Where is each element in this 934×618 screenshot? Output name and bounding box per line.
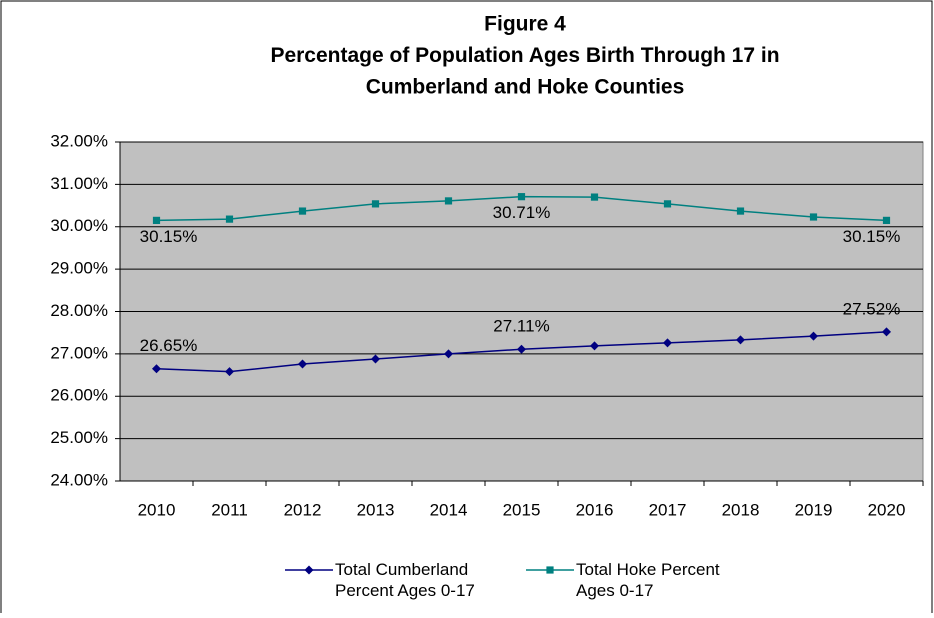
point bbox=[225, 367, 234, 377]
x-tick-label: 2010 bbox=[138, 500, 176, 519]
data-label: 26.65% bbox=[140, 336, 198, 355]
x-tick-label: 2018 bbox=[722, 500, 760, 519]
x-tick-label: 2019 bbox=[795, 500, 833, 519]
data-label: 27.11% bbox=[493, 317, 549, 336]
chart-title: Figure 4 bbox=[484, 13, 566, 36]
data-label: 30.15% bbox=[140, 227, 198, 246]
point bbox=[304, 565, 314, 575]
point bbox=[736, 207, 745, 215]
point bbox=[298, 359, 307, 369]
y-tick-label: 26.00% bbox=[50, 386, 108, 405]
point bbox=[663, 338, 672, 348]
x-tick-label: 2012 bbox=[284, 500, 322, 519]
point bbox=[371, 354, 380, 364]
x-tick-label: 2011 bbox=[211, 500, 248, 519]
data-label: 30.15% bbox=[843, 227, 901, 246]
y-tick-label: 31.00% bbox=[50, 174, 108, 193]
x-tick-label: 2017 bbox=[649, 500, 687, 519]
point bbox=[882, 327, 891, 337]
x-tick-label: 2013 bbox=[357, 500, 395, 519]
point bbox=[590, 193, 599, 201]
point bbox=[444, 349, 453, 359]
y-tick-label: 27.00% bbox=[50, 343, 108, 362]
data-label: 30.71% bbox=[493, 203, 551, 222]
point bbox=[809, 213, 818, 221]
y-tick-label: 32.00% bbox=[50, 131, 108, 150]
point bbox=[371, 200, 380, 208]
legend-label: Total Cumberland Percent Ages 0-17 bbox=[335, 560, 475, 600]
point bbox=[225, 215, 234, 223]
point bbox=[298, 207, 307, 215]
chart-title: Cumberland and Hoke Counties bbox=[366, 76, 685, 99]
y-tick-label: 30.00% bbox=[50, 216, 108, 235]
point bbox=[663, 200, 672, 208]
point bbox=[444, 197, 453, 205]
point bbox=[590, 341, 599, 351]
y-tick-label: 28.00% bbox=[50, 301, 108, 320]
data-label: 27.52% bbox=[843, 299, 901, 318]
y-tick-label: 24.00% bbox=[50, 470, 108, 489]
point bbox=[517, 193, 526, 201]
chart-title: Percentage of Population Ages Birth Thro… bbox=[270, 44, 779, 67]
point bbox=[517, 344, 526, 354]
point bbox=[882, 216, 891, 224]
y-tick-label: 29.00% bbox=[50, 259, 108, 278]
point bbox=[736, 335, 745, 345]
x-tick-label: 2014 bbox=[430, 500, 468, 519]
point bbox=[546, 566, 554, 574]
y-tick-label: 25.00% bbox=[50, 428, 108, 447]
x-tick-label: 2016 bbox=[576, 500, 614, 519]
x-tick-label: 2020 bbox=[868, 500, 906, 519]
point bbox=[809, 331, 818, 341]
point bbox=[152, 216, 161, 224]
legend-label: Total Hoke Percent Ages 0-17 bbox=[576, 560, 720, 600]
x-tick-label: 2015 bbox=[503, 500, 541, 519]
point bbox=[152, 364, 161, 374]
